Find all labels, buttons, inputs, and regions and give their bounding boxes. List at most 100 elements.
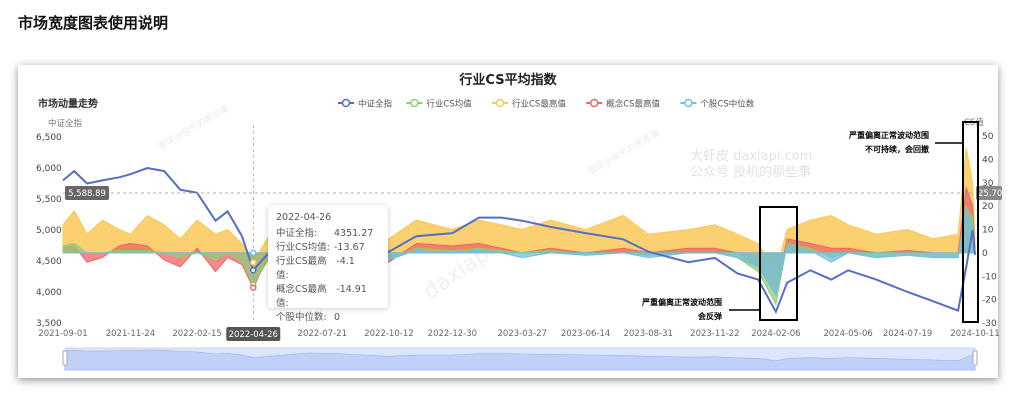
left-axis: 6,500 6,000 5,500 5,000 4,500 4,000 3,500 <box>36 133 62 329</box>
crosshair-date: 2022-04-26 <box>229 330 278 340</box>
right-tick-label: -30 <box>982 319 997 329</box>
x-tick-label: 2021-09-01 <box>38 329 87 339</box>
x-tick-label: 2022-07-21 <box>298 329 347 339</box>
slider-left-handle[interactable] <box>62 350 68 366</box>
x-tick-label: 2022-12-30 <box>428 329 477 339</box>
annotation-text: 严重偏离正常波动范围 <box>848 130 929 140</box>
crosshair: 5,588.89 25.70 2022-04-26 <box>63 125 1002 341</box>
legend-label: 行业CS均值 <box>426 99 472 110</box>
x-tick-label: 2022-02-15 <box>172 329 221 339</box>
tooltip-label: 行业CS最高值: <box>276 256 327 281</box>
chart-title: 行业CS平均指数 <box>458 72 557 88</box>
left-tick-label: 4,500 <box>36 257 62 267</box>
annotation-box <box>759 206 798 321</box>
right-tick-label: 0 <box>982 249 988 259</box>
x-tick-label: 2021-11-24 <box>106 329 155 339</box>
hover-point <box>250 284 257 291</box>
legend-item-1[interactable]: 行业CS均值 <box>406 99 472 110</box>
crosshair-right-value: 25.70 <box>978 189 1002 199</box>
tooltip-label: 行业CS均值: <box>276 242 330 253</box>
legend-label: 中证全指 <box>358 99 393 110</box>
slider-preview <box>62 349 976 371</box>
annotation-text: 不可持续，会回撤 <box>865 144 929 154</box>
tooltip-row: 中证全指: 4351.27 <box>276 227 380 241</box>
x-tick-label: 2023-11-22 <box>690 329 739 339</box>
tooltip-value: -4.1 <box>336 256 355 267</box>
watermark: 雪球@投机的那些事 <box>156 102 232 153</box>
left-tick-label: 6,000 <box>36 164 62 174</box>
tooltip-label: 个股中位数: <box>276 312 327 323</box>
right-tick-label: -10 <box>982 272 997 282</box>
right-tick-label: 30 <box>982 179 994 189</box>
slider-right-handle[interactable] <box>972 350 978 366</box>
legend-label: 概念CS最高值 <box>606 99 660 110</box>
x-tick-label: 2024-07-19 <box>883 329 932 339</box>
tooltip-value: 4351.27 <box>334 228 374 239</box>
left-tick-label: 4,000 <box>36 288 62 298</box>
annotation-text: 严重偏离正常波动范围 <box>641 297 722 307</box>
x-tick-label: 2023-08-31 <box>624 329 673 339</box>
x-tick-label: 2023-06-14 <box>561 329 610 339</box>
left-axis-label: 中证全指 <box>48 118 83 129</box>
right-axis: 50 40 30 20 10 0 -10 -20 -30 <box>982 132 997 329</box>
crosshair-date-label-bg <box>226 327 281 341</box>
crosshair-left-label-bg <box>65 186 109 200</box>
tooltip-date: 2022-04-26 <box>276 212 332 223</box>
left-tick-label: 3,500 <box>36 319 62 329</box>
hover-point <box>250 259 257 266</box>
right-tick-label: -20 <box>982 296 997 306</box>
left-tick-label: 6,500 <box>36 133 62 143</box>
line-series-0 <box>62 166 976 315</box>
annotation-text: 会反弹 <box>698 311 722 321</box>
right-tick-label: 10 <box>982 226 994 236</box>
watermark: 雪球@投机的那些事 <box>586 127 662 178</box>
tooltip-row: 概念CS最高值: -14.91 <box>276 283 380 311</box>
series-lines <box>62 166 976 315</box>
left-tick-label: 5,500 <box>36 195 62 205</box>
legend-circle-icon <box>341 98 351 108</box>
legend-circle-icon <box>589 98 599 108</box>
tooltip-value: 0 <box>334 312 341 323</box>
tooltip: 2022-04-26 中证全指: 4351.27 行业CS均值: -13.67 行业… <box>268 205 388 323</box>
x-axis: 2021-09-01 2021-11-24 2022-02-15 2022-07-21… <box>38 329 999 339</box>
legend-item-4[interactable]: 个股CS中位数 <box>680 98 755 110</box>
chart-subtitle: 市场动量走势 <box>38 97 98 110</box>
legend-item-2[interactable]: 行业CS最高值 <box>492 99 566 110</box>
legend-circle-icon <box>410 98 419 108</box>
tooltip-value: -14.91 <box>336 284 367 295</box>
x-tick-label: 2024-02-06 <box>751 329 800 339</box>
legend-label: 个股CS中位数 <box>700 99 754 110</box>
tooltip-label: 中证全指: <box>276 228 318 239</box>
data-zoom-slider[interactable] <box>62 347 978 371</box>
watermark: 公众号 投机的那些事 <box>690 164 811 180</box>
x-tick-label: 2024-05-06 <box>823 329 872 339</box>
right-tick-label: 50 <box>982 132 994 142</box>
hover-point <box>250 249 257 257</box>
x-tick-label: 2024-10-11 <box>950 329 999 339</box>
tooltip-value: -13.67 <box>334 242 365 253</box>
page-title: 市场宽度图表使用说明 <box>18 14 169 32</box>
x-tick-label: 2023-03-27 <box>498 329 547 339</box>
tooltip-row: 个股中位数: 0 <box>276 311 380 325</box>
legend-item-3[interactable]: 概念CS最高值 <box>586 98 661 110</box>
legend-label: 行业CS最高值 <box>512 99 566 110</box>
legend: 中证全指 行业CS均值 行业CS最高值 概念CS最高值 个股CS中位数 <box>338 99 755 110</box>
legend-circle-icon <box>684 98 693 108</box>
annotation-box <box>962 121 979 323</box>
crosshair-right-label-bg <box>976 186 1002 200</box>
tooltip-row: 行业CS均值: -13.67 <box>276 241 380 255</box>
legend-item-0[interactable]: 中证全指 <box>338 99 393 110</box>
hover-point <box>250 266 257 274</box>
tooltip-row: 行业CS最高值: -4.1 <box>276 255 380 283</box>
x-tick-label: 2022-10-12 <box>364 329 413 339</box>
right-tick-label: 20 <box>982 202 994 212</box>
right-tick-label: 40 <box>982 155 994 165</box>
watermark: 大虾皮 daxiapi.com <box>690 149 812 164</box>
area-series-4 <box>62 209 976 297</box>
legend-circle-icon <box>495 98 505 108</box>
left-tick-label: 5,000 <box>36 226 62 236</box>
crosshair-left-value: 5,588.89 <box>68 189 106 199</box>
tooltip-label: 概念CS最高值: <box>276 284 327 309</box>
